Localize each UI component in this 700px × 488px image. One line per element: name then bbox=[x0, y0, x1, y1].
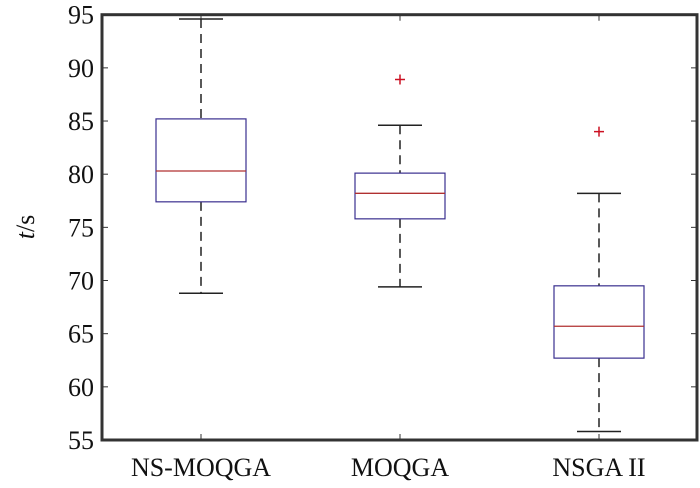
box-iqr bbox=[354, 172, 446, 220]
y-tick-label: 70 bbox=[68, 267, 94, 296]
y-axis-label: t/s bbox=[11, 215, 40, 240]
y-tick-label: 65 bbox=[68, 320, 94, 349]
x-tick-label: NS-MOQGA bbox=[131, 453, 271, 482]
y-tick-label: 95 bbox=[68, 1, 94, 30]
outlier-marker bbox=[395, 74, 405, 85]
outlier-marker bbox=[594, 126, 604, 137]
y-tick-label: 80 bbox=[68, 160, 94, 189]
y-tick-label: 75 bbox=[68, 213, 94, 242]
y-tick-label: 85 bbox=[68, 107, 94, 136]
x-tick-label: MOQGA bbox=[351, 453, 449, 482]
y-tick-label: 90 bbox=[68, 54, 94, 83]
box-iqr bbox=[553, 285, 645, 359]
x-tick-label: NSGA II bbox=[552, 453, 645, 482]
y-tick-label: 60 bbox=[68, 373, 94, 402]
box-iqr bbox=[155, 118, 247, 203]
y-tick-label: 55 bbox=[68, 426, 94, 455]
